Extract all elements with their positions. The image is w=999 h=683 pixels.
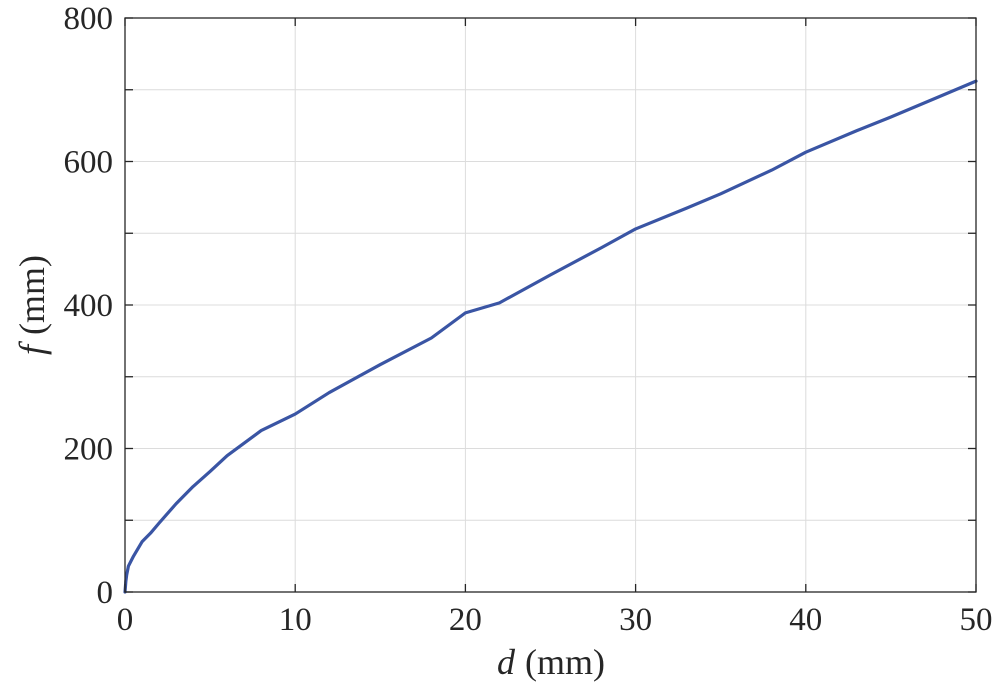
x-tick-label: 20 bbox=[449, 602, 482, 638]
x-tick-labels: 0 10 20 30 40 50 bbox=[117, 602, 993, 638]
y-tick-label: 600 bbox=[64, 145, 114, 181]
y-tick-label: 800 bbox=[64, 1, 114, 37]
y-axis-unit: (mm) bbox=[12, 255, 52, 335]
grid-lines bbox=[125, 18, 976, 592]
series-line-0 bbox=[123, 79, 978, 594]
axis-ticks bbox=[124, 17, 977, 593]
x-tick-label: 50 bbox=[960, 602, 993, 638]
x-tick-label: 40 bbox=[789, 602, 822, 638]
y-axis-label: f (mm) bbox=[12, 255, 52, 355]
x-axis-label: d (mm) bbox=[497, 642, 605, 682]
series-layer bbox=[123, 79, 978, 594]
x-tick-label: 0 bbox=[117, 602, 134, 638]
x-axis-unit: (mm) bbox=[525, 642, 605, 682]
y-axis-symbol: f bbox=[12, 340, 52, 355]
y-tick-labels: 0 200 400 600 800 bbox=[64, 1, 114, 611]
y-tick-label: 200 bbox=[64, 432, 114, 468]
x-tick-label: 30 bbox=[619, 602, 652, 638]
x-tick-label: 10 bbox=[279, 602, 312, 638]
y-tick-label: 400 bbox=[64, 288, 114, 324]
x-axis-symbol: d bbox=[497, 642, 516, 682]
y-tick-label: 0 bbox=[97, 575, 114, 611]
